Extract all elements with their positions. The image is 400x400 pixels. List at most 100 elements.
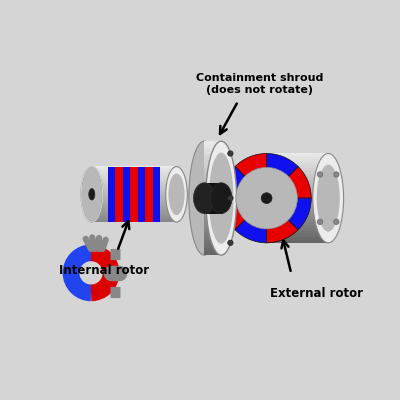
FancyBboxPatch shape xyxy=(267,207,328,210)
FancyBboxPatch shape xyxy=(204,224,221,228)
FancyBboxPatch shape xyxy=(204,209,221,213)
FancyBboxPatch shape xyxy=(204,148,221,152)
Ellipse shape xyxy=(168,174,184,215)
FancyBboxPatch shape xyxy=(221,195,274,196)
FancyBboxPatch shape xyxy=(92,186,176,189)
FancyBboxPatch shape xyxy=(267,165,328,168)
FancyBboxPatch shape xyxy=(267,228,328,231)
Ellipse shape xyxy=(189,141,220,255)
FancyBboxPatch shape xyxy=(123,166,130,222)
FancyBboxPatch shape xyxy=(221,203,274,205)
FancyBboxPatch shape xyxy=(221,200,274,201)
Ellipse shape xyxy=(209,152,234,244)
Text: Containment shroud
(does not rotate): Containment shroud (does not rotate) xyxy=(196,73,323,95)
FancyBboxPatch shape xyxy=(267,230,328,234)
FancyBboxPatch shape xyxy=(92,198,176,200)
FancyBboxPatch shape xyxy=(221,204,274,206)
FancyBboxPatch shape xyxy=(204,141,221,145)
FancyBboxPatch shape xyxy=(204,171,221,175)
Ellipse shape xyxy=(313,154,344,243)
FancyBboxPatch shape xyxy=(204,194,221,198)
FancyBboxPatch shape xyxy=(92,205,176,207)
FancyBboxPatch shape xyxy=(267,183,328,186)
FancyBboxPatch shape xyxy=(116,166,123,222)
FancyBboxPatch shape xyxy=(204,213,221,217)
FancyBboxPatch shape xyxy=(221,206,274,207)
FancyBboxPatch shape xyxy=(92,194,176,196)
FancyBboxPatch shape xyxy=(92,216,176,218)
FancyBboxPatch shape xyxy=(267,168,328,171)
Ellipse shape xyxy=(251,154,282,243)
FancyBboxPatch shape xyxy=(204,160,221,164)
FancyBboxPatch shape xyxy=(221,192,274,194)
Wedge shape xyxy=(222,166,267,198)
FancyBboxPatch shape xyxy=(267,171,328,174)
FancyBboxPatch shape xyxy=(108,166,116,222)
FancyBboxPatch shape xyxy=(92,176,176,178)
Wedge shape xyxy=(235,154,267,198)
FancyBboxPatch shape xyxy=(92,185,176,187)
Ellipse shape xyxy=(81,166,102,222)
FancyBboxPatch shape xyxy=(204,167,221,172)
FancyBboxPatch shape xyxy=(92,203,176,205)
FancyBboxPatch shape xyxy=(92,200,176,202)
Ellipse shape xyxy=(261,193,272,204)
FancyBboxPatch shape xyxy=(92,218,176,220)
FancyBboxPatch shape xyxy=(221,191,274,193)
FancyBboxPatch shape xyxy=(267,204,328,207)
FancyBboxPatch shape xyxy=(204,186,221,190)
FancyBboxPatch shape xyxy=(267,213,328,216)
FancyBboxPatch shape xyxy=(267,222,328,225)
FancyBboxPatch shape xyxy=(267,216,328,219)
FancyBboxPatch shape xyxy=(204,228,221,232)
FancyBboxPatch shape xyxy=(267,162,328,165)
FancyBboxPatch shape xyxy=(267,159,328,162)
FancyBboxPatch shape xyxy=(92,172,176,174)
Wedge shape xyxy=(222,198,267,230)
Ellipse shape xyxy=(89,188,95,200)
FancyBboxPatch shape xyxy=(92,181,176,183)
FancyBboxPatch shape xyxy=(204,175,221,179)
FancyBboxPatch shape xyxy=(204,202,221,206)
Ellipse shape xyxy=(334,219,339,224)
Ellipse shape xyxy=(228,240,233,246)
FancyBboxPatch shape xyxy=(221,205,274,206)
FancyBboxPatch shape xyxy=(92,190,176,192)
FancyBboxPatch shape xyxy=(204,164,221,168)
FancyBboxPatch shape xyxy=(204,247,221,251)
FancyBboxPatch shape xyxy=(204,240,221,244)
FancyBboxPatch shape xyxy=(267,198,328,201)
FancyBboxPatch shape xyxy=(92,179,176,181)
FancyBboxPatch shape xyxy=(204,251,221,255)
FancyBboxPatch shape xyxy=(130,166,138,222)
FancyBboxPatch shape xyxy=(204,198,221,202)
FancyBboxPatch shape xyxy=(267,201,328,204)
FancyBboxPatch shape xyxy=(92,192,176,194)
FancyBboxPatch shape xyxy=(221,194,274,195)
FancyBboxPatch shape xyxy=(204,236,221,240)
FancyBboxPatch shape xyxy=(221,190,274,191)
FancyBboxPatch shape xyxy=(92,168,176,170)
Ellipse shape xyxy=(228,151,233,156)
FancyBboxPatch shape xyxy=(267,177,328,180)
FancyBboxPatch shape xyxy=(267,219,328,222)
FancyBboxPatch shape xyxy=(221,190,274,192)
FancyBboxPatch shape xyxy=(204,232,221,236)
FancyBboxPatch shape xyxy=(221,199,274,200)
FancyBboxPatch shape xyxy=(267,174,328,177)
FancyBboxPatch shape xyxy=(204,182,221,187)
FancyBboxPatch shape xyxy=(267,192,328,195)
Ellipse shape xyxy=(317,165,340,232)
FancyBboxPatch shape xyxy=(221,196,274,197)
FancyBboxPatch shape xyxy=(221,197,274,198)
FancyBboxPatch shape xyxy=(92,212,176,215)
FancyBboxPatch shape xyxy=(267,234,328,237)
Wedge shape xyxy=(267,166,311,198)
FancyBboxPatch shape xyxy=(221,188,274,190)
FancyBboxPatch shape xyxy=(267,189,328,192)
Wedge shape xyxy=(267,198,311,230)
FancyBboxPatch shape xyxy=(92,170,176,172)
Ellipse shape xyxy=(317,172,323,177)
FancyBboxPatch shape xyxy=(204,183,223,214)
FancyBboxPatch shape xyxy=(267,186,328,189)
